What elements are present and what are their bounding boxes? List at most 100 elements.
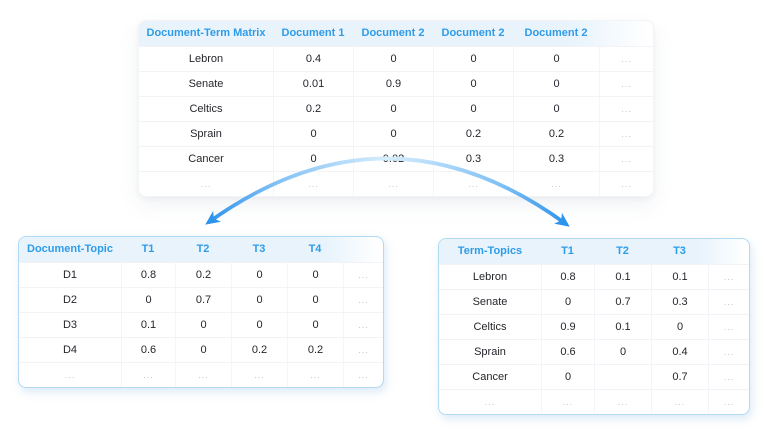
table-cell: 0 [231, 313, 287, 337]
table-cell: 0 [175, 313, 231, 337]
column-header: Document 2 [361, 27, 425, 39]
table-cell: 0.9 [353, 72, 433, 96]
table-cell: 0.1 [594, 315, 651, 339]
table-row: Lebron 0.4 0 0 0... [139, 46, 653, 71]
table-cell: 0.7 [651, 365, 708, 389]
table-cell: Lebron [472, 271, 508, 283]
column-header: Document-Topic [27, 243, 113, 255]
term-topics-table: Term-Topics T1 T2 T3 Lebron 0.8 0.1 0.1... Senat… [438, 238, 750, 415]
table-cell: 0 [513, 97, 599, 121]
table-cell: 0 [513, 72, 599, 96]
table-cell: ... [599, 147, 653, 171]
table-row: D1 0.8 0.2 0 0... [19, 262, 383, 287]
table-cell: 0.8 [541, 265, 594, 289]
table-cell: ... [484, 397, 496, 407]
table-cell: 0.2 [433, 122, 513, 146]
table-row: .................. [139, 171, 653, 196]
table-cell: ... [64, 370, 76, 380]
table-cell: D2 [62, 294, 78, 306]
table-cell: ... [200, 179, 212, 189]
table-cell: ... [599, 172, 653, 196]
table-row: D2 0 0.7 0 0... [19, 287, 383, 312]
header-row: Term-Topics T1 T2 T3 [439, 239, 749, 264]
table-cell: 0 [433, 72, 513, 96]
table-cell: 0.8 [121, 263, 175, 287]
table-cell: 0.1 [594, 265, 651, 289]
table-cell: ... [594, 390, 651, 414]
column-header: Document 2 [524, 27, 588, 39]
table-cell: 0.1 [121, 313, 175, 337]
table-row: Cancer 0 0.02 0.3 0.3... [139, 146, 653, 171]
table-cell: Celtics [473, 321, 507, 333]
table-cell: 0.2 [287, 338, 343, 362]
table-cell: 0 [287, 263, 343, 287]
table-row: .................. [19, 362, 383, 387]
table-cell: 0.2 [513, 122, 599, 146]
table-cell: 0.3 [513, 147, 599, 171]
table-row: Celtics 0.9 0.1 0... [439, 314, 749, 339]
table-row: Senate 0.01 0.9 0 0... [139, 71, 653, 96]
table-cell: Cancer [472, 371, 508, 383]
table-cell: 0 [433, 47, 513, 71]
table-cell: 0.01 [273, 72, 353, 96]
table-cell: 0 [175, 338, 231, 362]
table-row: D3 0.1 0 0 0... [19, 312, 383, 337]
table-cell: Sprain [474, 346, 506, 358]
column-header: T3 [673, 245, 686, 257]
column-header: T1 [561, 245, 574, 257]
table-cell: 0.02 [353, 147, 433, 171]
table-row: Sprain 0.6 0 0.4... [439, 339, 749, 364]
table-cell: ... [599, 47, 653, 71]
column-header: Document-Term Matrix [146, 27, 266, 39]
table-cell: 0.1 [651, 265, 708, 289]
document-topic-table: Document-Topic T1 T2 T3 T4 D1 0.8 0.2 0 0... D2 0 0.… [18, 236, 384, 388]
header-row: Document-Term Matrix Document 1 Document 2… [139, 21, 653, 46]
table-cell: ... [651, 390, 708, 414]
table-cell: 0 [287, 288, 343, 312]
column-header: Document 2 [441, 27, 505, 39]
table-cell: Cancer [188, 153, 224, 165]
table-cell: ... [708, 315, 749, 339]
table-cell: Senate [472, 296, 508, 308]
table-cell: 0.4 [651, 340, 708, 364]
table-cell: 0 [353, 122, 433, 146]
table-cell: 0 [231, 263, 287, 287]
table-row: Senate 0 0.7 0.3... [439, 289, 749, 314]
table-cell: 0.2 [231, 338, 287, 362]
table-cell: ... [708, 340, 749, 364]
table-cell: ... [541, 390, 594, 414]
table-cell: D3 [62, 319, 78, 331]
table-row: ............... [439, 389, 749, 414]
table-cell: ... [353, 172, 433, 196]
table-cell: ... [708, 365, 749, 389]
table-cell: 0.4 [273, 47, 353, 71]
table-row: Sprain 0 0 0.2 0.2... [139, 121, 653, 146]
table-cell: 0.2 [273, 97, 353, 121]
table-cell: 0 [513, 47, 599, 71]
column-header [708, 239, 749, 264]
table-cell: ... [343, 363, 383, 387]
table-cell: 0 [353, 47, 433, 71]
table-cell: ... [231, 363, 287, 387]
table-row: Lebron 0.8 0.1 0.1... [439, 264, 749, 289]
table-cell: 0 [433, 97, 513, 121]
column-header: Document 1 [281, 27, 345, 39]
table-cell: ... [708, 265, 749, 289]
table-cell: ... [343, 263, 383, 287]
table-cell: D4 [62, 344, 78, 356]
table-cell: 0.3 [433, 147, 513, 171]
table-row: D4 0.6 0 0.2 0.2... [19, 337, 383, 362]
table-cell: 0 [287, 313, 343, 337]
table-cell: ... [273, 172, 353, 196]
table-cell: D1 [62, 269, 78, 281]
table-cell: ... [343, 338, 383, 362]
column-header: T2 [616, 245, 629, 257]
table-cell: 0 [273, 122, 353, 146]
table-cell: 0.3 [651, 290, 708, 314]
table-cell: ... [175, 363, 231, 387]
table-cell: ... [599, 97, 653, 121]
table-cell: 0 [651, 315, 708, 339]
document-term-matrix-table: Document-Term Matrix Document 1 Document 2… [138, 20, 654, 197]
table-cell: Senate [188, 78, 224, 90]
